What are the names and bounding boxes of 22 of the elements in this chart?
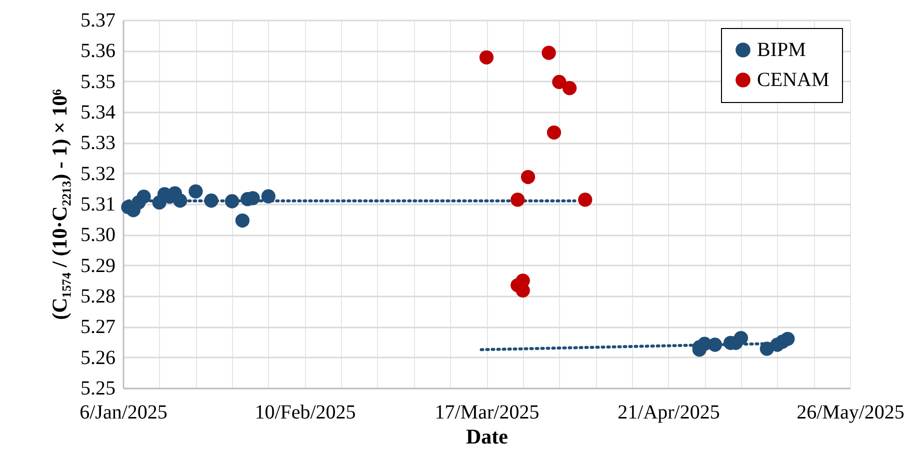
y-tick-label: 5.37 xyxy=(80,10,116,32)
x-tick-label: 26/May/2025 xyxy=(796,402,904,424)
y-tick-label: 5.27 xyxy=(80,316,116,338)
y-tick-label: 5.34 xyxy=(80,102,116,124)
legend-label: CENAM xyxy=(757,69,830,91)
x-axis-title: Date xyxy=(466,424,508,448)
y-axis-title: (C₁₅₇₄ / (10·C₂₂₁₃) - 1) × 10⁶ xyxy=(48,89,72,320)
y-tick-label: 5.32 xyxy=(80,162,116,185)
y-tick-label: 5.35 xyxy=(80,70,116,93)
y-tick-label: 5.33 xyxy=(80,132,116,154)
y-tick-label: 5.30 xyxy=(80,224,116,246)
x-tick-label: 17/Mar/2025 xyxy=(434,402,540,424)
y-tick-label: 5.25 xyxy=(80,378,116,400)
y-tick-label: 5.28 xyxy=(80,286,116,308)
y-tick-label: 5.36 xyxy=(80,40,116,62)
y-tick-label: 5.31 xyxy=(80,194,116,216)
legend-label: BIPM xyxy=(757,39,806,61)
y-tick-label: 5.26 xyxy=(80,346,116,369)
x-tick-label: 10/Feb/2025 xyxy=(254,402,356,424)
y-tick-label: 5.29 xyxy=(80,254,116,277)
x-tick-label: 6/Jan/2025 xyxy=(80,402,168,424)
x-tick-label: 21/Apr/2025 xyxy=(618,402,720,424)
